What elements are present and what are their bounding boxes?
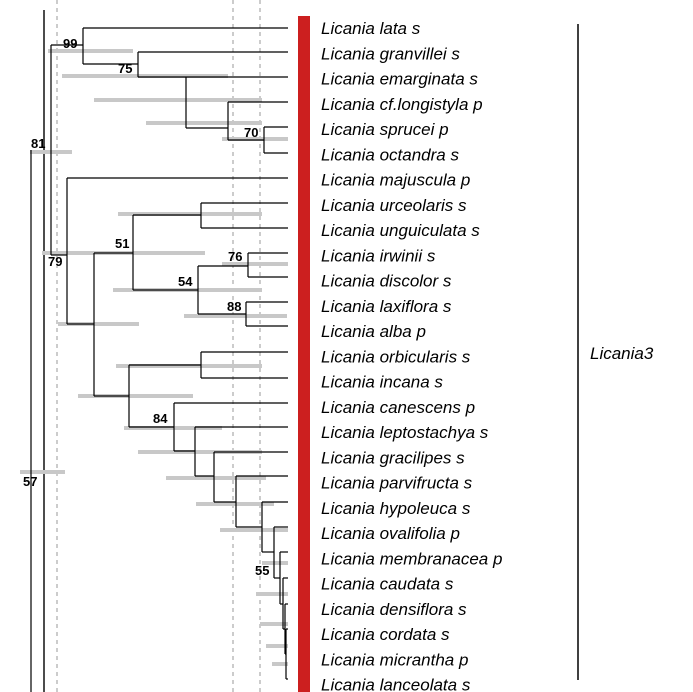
- taxon-label: Licania densiflora s: [321, 600, 467, 619]
- taxon-label: Licania emarginata s: [321, 70, 478, 89]
- clade-label: Licania3: [590, 344, 654, 363]
- taxon-label: Licania incana s: [321, 373, 443, 392]
- taxon-label: Licania alba p: [321, 322, 426, 341]
- taxon-label: Licania sprucei p: [321, 120, 449, 139]
- taxon-label: Licania irwinii s: [321, 246, 436, 265]
- support-label: 88: [227, 299, 241, 314]
- taxon-label: Licania laxiflora s: [321, 297, 452, 316]
- support-label: 81: [31, 136, 45, 151]
- taxon-label: Licania parvifructa s: [321, 474, 473, 493]
- taxon-label: Licania hypoleuca s: [321, 499, 471, 518]
- taxon-label: Licania granvillei s: [321, 44, 460, 63]
- taxon-label: Licania majuscula p: [321, 171, 470, 190]
- support-label: 76: [228, 249, 242, 264]
- taxon-label: Licania ovalifolia p: [321, 524, 460, 543]
- taxon-label: Licania lanceolata s: [321, 676, 471, 692]
- taxon-label: Licania micrantha p: [321, 650, 468, 669]
- taxon-label: Licania unguiculata s: [321, 221, 480, 240]
- support-label: 99: [63, 36, 77, 51]
- taxon-label: Licania cf.longistyla p: [321, 95, 483, 114]
- support-label: 84: [153, 411, 168, 426]
- tree-branches: [30, 27, 288, 692]
- taxon-label: Licania caudata s: [321, 575, 454, 594]
- support-label: 55: [255, 563, 269, 578]
- taxon-label: Licania orbicularis s: [321, 347, 471, 366]
- taxon-labels: Licania lata s Licania granvillei s Licani…: [321, 19, 502, 692]
- taxon-label: Licania discolor s: [321, 272, 452, 291]
- support-label: 70: [244, 125, 258, 140]
- taxon-label: Licania urceolaris s: [321, 196, 467, 215]
- taxon-label: Licania gracilipes s: [321, 448, 465, 467]
- taxon-label: Licania octandra s: [321, 145, 459, 164]
- support-label: 75: [118, 61, 132, 76]
- support-label: 51: [115, 236, 129, 251]
- support-label: 54: [178, 274, 193, 289]
- support-label: 79: [48, 254, 62, 269]
- taxon-label: Licania leptostachya s: [321, 423, 489, 442]
- taxon-label: Licania membranacea p: [321, 549, 502, 568]
- node-error-bars: [20, 49, 288, 666]
- taxon-label: Licania lata s: [321, 19, 421, 38]
- bootstrap-labels: 99 75 70 81 79 51 76 54 88 84 55 57: [23, 36, 269, 578]
- highlight-bar: [298, 16, 310, 692]
- taxon-label: Licania cordata s: [321, 625, 450, 644]
- time-guide-lines: [56, 0, 261, 692]
- taxon-label: Licania canescens p: [321, 398, 475, 417]
- support-label: 57: [23, 474, 37, 489]
